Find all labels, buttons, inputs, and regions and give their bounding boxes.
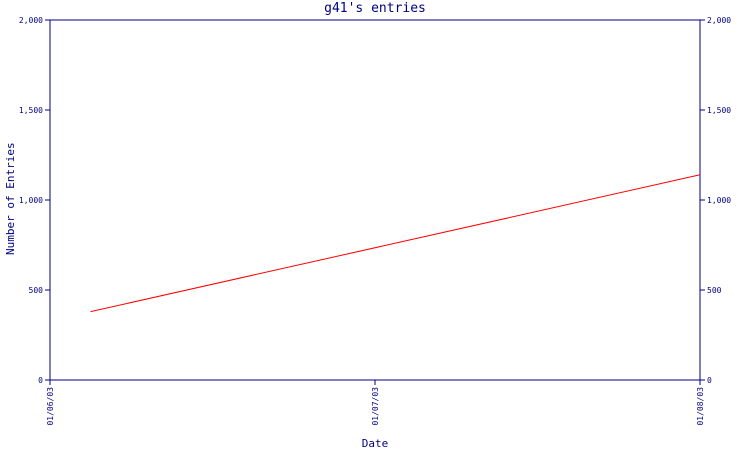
y-tick-label-right: 1,000 [707,196,731,205]
series-line [90,174,701,313]
y-axis-left: 0 500 1,000 1,500 2,000 [19,16,50,385]
y-tick-label-right: 1,500 [707,106,731,115]
y-tick-label-left: 2,000 [19,16,43,25]
y-tick-label-left: 0 [38,376,43,385]
y-tick-label-right: 0 [707,376,712,385]
y-tick-label-right: 2,000 [707,16,731,25]
x-tick-label: 01/07/03 [371,387,380,426]
y-axis-right: 0 500 1,000 1,500 2,000 [700,16,731,385]
y-tick-label-left: 1,500 [19,106,43,115]
chart-title: g41's entries [324,1,426,16]
x-axis: 01/06/03 01/07/03 01/08/03 [46,380,705,426]
plot-area-border [49,19,701,381]
x-tick-label: 01/08/03 [696,387,705,426]
series-group [90,174,701,313]
x-tick-label: 01/06/03 [46,387,55,426]
x-axis-label: Date [361,437,389,450]
y-tick-label-left: 1,000 [19,196,43,205]
y-tick-label-left: 500 [29,286,44,295]
y-tick-label-right: 500 [707,286,722,295]
